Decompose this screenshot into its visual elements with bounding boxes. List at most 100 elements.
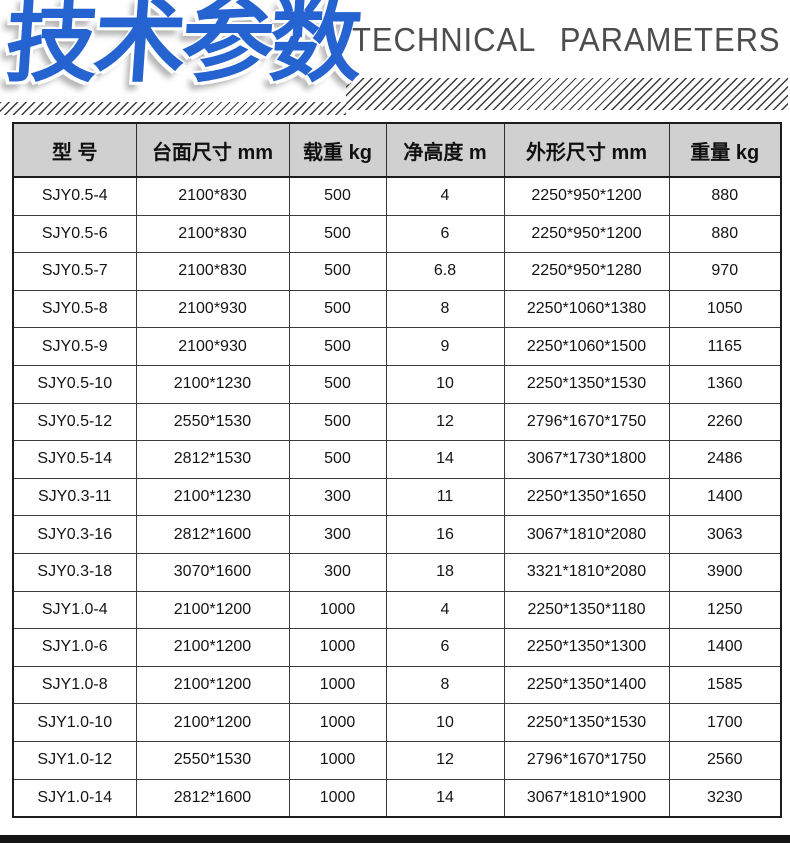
table-cell: SJY0.5-12 [12,402,137,442]
table-row: SJY0.3-16 2812*1600 300 16 3067*1810*2080 306… [12,515,782,554]
column-header: 型 号 [12,122,137,178]
table-cell: 2100*930 [135,289,290,329]
table-cell: 1000 [288,703,387,742]
table-cell: 16 [385,515,505,554]
table-cell: 2250*1350*1530 [503,703,670,742]
bottom-divider-bar [0,835,790,843]
table-cell: 300 [288,477,387,517]
table-cell: 2250*1350*1180 [503,590,670,630]
table-cell: 500 [288,364,387,404]
table-row: SJY0.5-14 2812*1530 500 14 3067*1730*1800 248… [12,440,782,479]
table-row: SJY0.5-9 2100*930 500 9 2250*1060*1500 1165 [12,327,782,366]
hatch-stripe-band-left [0,102,346,115]
technical-parameters-table: 型 号台面尺寸 mm 载重 kg 净高度 m 外形尺寸 mm 重量 kg SJY0.5-… [12,122,782,819]
table-cell: 970 [668,252,782,291]
table-cell: SJY0.5-14 [12,440,137,479]
table-cell: 2260 [668,402,782,442]
table-cell: 500 [288,440,387,479]
table-cell: 2100*1200 [135,703,290,742]
table-cell: 1000 [288,740,387,780]
column-header: 外形尺寸 mm [503,122,670,178]
table-row: SJY0.5-8 2100*930 500 8 2250*1060*1380 1050 [12,289,782,329]
table-cell: 3900 [668,552,782,592]
table-cell: 2100*1200 [135,628,290,667]
table-cell: 500 [288,289,387,329]
table-cell: 4 [385,590,505,630]
hatch-stripe-band-right [346,78,788,110]
table-row: SJY1.0-10 2100*1200 1000 10 2250*1350*1530 17… [12,703,782,742]
table-row: SJY0.3-11 2100*1230 300 11 2250*1350*1650 140… [12,477,782,517]
table-cell: 1000 [288,590,387,630]
table-body: SJY0.5-4 2100*830 500 4 2250*950*1200 880 SJY0… [12,176,782,818]
table-cell: 2100*830 [135,252,290,291]
table-cell: 2250*950*1280 [503,252,670,291]
table-cell: SJY0.5-10 [12,364,137,404]
table-cell: 1400 [668,628,782,667]
table-row: SJY0.5-10 2100*1230 500 10 2250*1350*1530 136… [12,364,782,404]
table-row: SJY0.5-7 2100*830 500 6.8 2250*950*1280 970 [12,252,782,291]
table-cell: 6 [385,628,505,667]
table-row: SJY1.0-12 2550*1530 1000 12 2796*1670*1750 25… [12,740,782,780]
table-header-row: 型 号台面尺寸 mm 载重 kg 净高度 m 外形尺寸 mm 重量 kg [12,122,782,178]
table-cell: 2250*950*1200 [503,176,670,216]
table-row: SJY1.0-14 2812*1600 1000 14 3067*1810*1900 32… [12,778,782,818]
table-cell: 2100*830 [135,214,290,254]
column-header: 台面尺寸 mm [135,122,290,178]
table-cell: SJY0.5-8 [12,289,137,329]
table-cell: 3230 [668,778,782,818]
table-cell: 8 [385,665,505,705]
table-cell: 1360 [668,364,782,404]
table-cell: SJY0.3-11 [12,477,137,517]
column-header: 载重 kg [288,122,387,178]
table-cell: 2486 [668,440,782,479]
table-cell: SJY0.5-4 [12,176,137,216]
column-header: 重量 kg [668,122,782,178]
table-cell: 500 [288,327,387,366]
table-row: SJY1.0-8 2100*1200 1000 8 2250*1350*1400 1585 [12,665,782,705]
table-cell: 3070*1600 [135,552,290,592]
table-cell: SJY0.3-16 [12,515,137,554]
table-cell: SJY1.0-10 [12,703,137,742]
table-row: SJY0.5-12 2550*1530 500 12 2796*1670*1750 226… [12,402,782,442]
table-cell: 300 [288,552,387,592]
table-cell: 2250*1350*1530 [503,364,670,404]
table-cell: 10 [385,364,505,404]
table-cell: 11 [385,477,505,517]
table-cell: 880 [668,214,782,254]
table-cell: 2250*950*1200 [503,214,670,254]
table-cell: 14 [385,778,505,818]
table-cell: 2100*930 [135,327,290,366]
table-cell: 3063 [668,515,782,554]
column-header: 净高度 m [385,122,505,178]
table-cell: 880 [668,176,782,216]
table-cell: 10 [385,703,505,742]
table-cell: 1000 [288,778,387,818]
table-cell: 500 [288,252,387,291]
table-cell: 2250*1060*1380 [503,289,670,329]
table-cell: 2100*1230 [135,364,290,404]
table-row: SJY0.3-18 3070*1600 300 18 3321*1810*2080 390… [12,552,782,592]
table-cell: 3067*1810*2080 [503,515,670,554]
table-cell: 8 [385,289,505,329]
table-cell: 300 [288,515,387,554]
table-cell: SJY1.0-14 [12,778,137,818]
table-cell: 2796*1670*1750 [503,740,670,780]
table-cell: 12 [385,740,505,780]
table-row: SJY0.5-6 2100*830 500 6 2250*950*1200 880 [12,214,782,254]
table-cell: SJY1.0-6 [12,628,137,667]
table-cell: 3067*1730*1800 [503,440,670,479]
table-cell: 2812*1600 [135,515,290,554]
table-row: SJY1.0-6 2100*1200 1000 6 2250*1350*1300 1400 [12,628,782,667]
table-row: SJY1.0-4 2100*1200 1000 4 2250*1350*1180 1250 [12,590,782,630]
table-cell: 1000 [288,628,387,667]
table-cell: 1585 [668,665,782,705]
table-cell: SJY0.5-9 [12,327,137,366]
table-cell: 1400 [668,477,782,517]
table-cell: 6.8 [385,252,505,291]
table-cell: 2250*1350*1400 [503,665,670,705]
table-cell: 2100*1200 [135,590,290,630]
table-cell: 2812*1530 [135,440,290,479]
table-cell: 1165 [668,327,782,366]
table-cell: 9 [385,327,505,366]
table-cell: 1000 [288,665,387,705]
